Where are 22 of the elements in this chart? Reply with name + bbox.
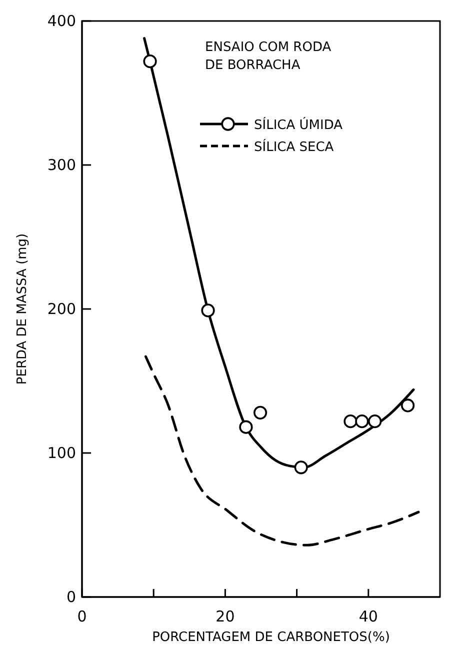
point: [355, 414, 369, 428]
point: [239, 420, 253, 434]
point: [201, 304, 215, 318]
point: [143, 54, 157, 68]
y-tick-label: 300: [47, 156, 76, 174]
point: [294, 460, 308, 474]
y-tick-label: 0: [66, 588, 76, 606]
y-tick-label: 400: [47, 12, 76, 30]
point: [253, 406, 268, 420]
y-tick-label: 100: [47, 444, 76, 462]
line-series: [144, 355, 420, 546]
point: [344, 414, 358, 428]
y-axis-title: PERDA DE MASSA (mg): [15, 233, 30, 385]
x-tick-label: 40: [358, 608, 378, 626]
legend-label: SÍLICA ÚMIDA: [254, 116, 343, 133]
point: [368, 414, 382, 428]
y-tick-label: 200: [47, 300, 76, 318]
x-axis-title: PORCENTAGEM DE CARBONETOS(%): [152, 630, 390, 645]
x-tick-label: 20: [216, 608, 235, 626]
legend-title: ENSAIO COM RODA DE BORRACHA: [205, 40, 332, 73]
legend-label: SÍLICA SECA: [254, 138, 334, 155]
point: [400, 398, 415, 412]
